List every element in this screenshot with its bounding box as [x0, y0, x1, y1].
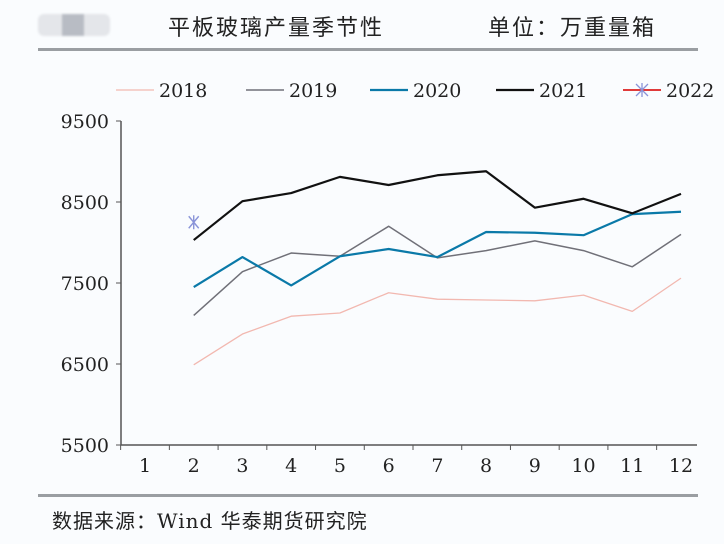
y-tick-label: 8500: [61, 192, 109, 214]
x-tick-label: 10: [571, 455, 595, 477]
y-tick-label: 6500: [61, 354, 109, 376]
legend-label: 2019: [289, 80, 337, 102]
legend-item-2019: 2019: [246, 80, 337, 102]
y-tick-label: 7500: [61, 273, 109, 295]
x-tick-label: 2: [188, 455, 200, 477]
asterisk-marker-icon: [635, 83, 649, 97]
logo: [38, 14, 110, 36]
unit-label: 单位：万重量箱: [488, 16, 657, 41]
x-tick-label: 7: [431, 455, 443, 477]
x-tick-label: 6: [383, 455, 395, 477]
x-tick-label: 1: [139, 455, 151, 477]
series-line-2018: [193, 277, 682, 366]
y-tick-label: 9500: [61, 111, 109, 133]
y-tick-label: 5500: [61, 435, 109, 457]
legend-label: 2018: [159, 80, 207, 102]
legend-item-2018: 2018: [116, 80, 207, 102]
data-point-2022: [188, 215, 200, 230]
legend-item-2022: 2022: [623, 80, 714, 102]
legend-label: 2020: [413, 80, 461, 102]
series-line-2021: [193, 170, 682, 241]
chart-title: 平板玻璃产量季节性: [168, 16, 385, 41]
x-tick-label: 8: [480, 455, 492, 477]
header-divider: [38, 48, 698, 51]
x-tick-label: 9: [529, 455, 541, 477]
legend-label: 2022: [666, 80, 714, 102]
footer-divider: [38, 494, 698, 497]
legend-label: 2021: [539, 80, 587, 102]
x-tick-label: 4: [285, 455, 297, 477]
legend-item-2021: 2021: [496, 80, 587, 102]
x-tick-label: 12: [669, 455, 693, 477]
legend-item-2020: 2020: [370, 80, 461, 102]
x-tick-label: 3: [236, 455, 248, 477]
series-line-2020: [193, 210, 682, 288]
source-note: 数据来源：Wind 华泰期货研究院: [52, 509, 368, 533]
x-tick-label: 11: [620, 455, 644, 477]
x-tick-label: 5: [334, 455, 346, 477]
